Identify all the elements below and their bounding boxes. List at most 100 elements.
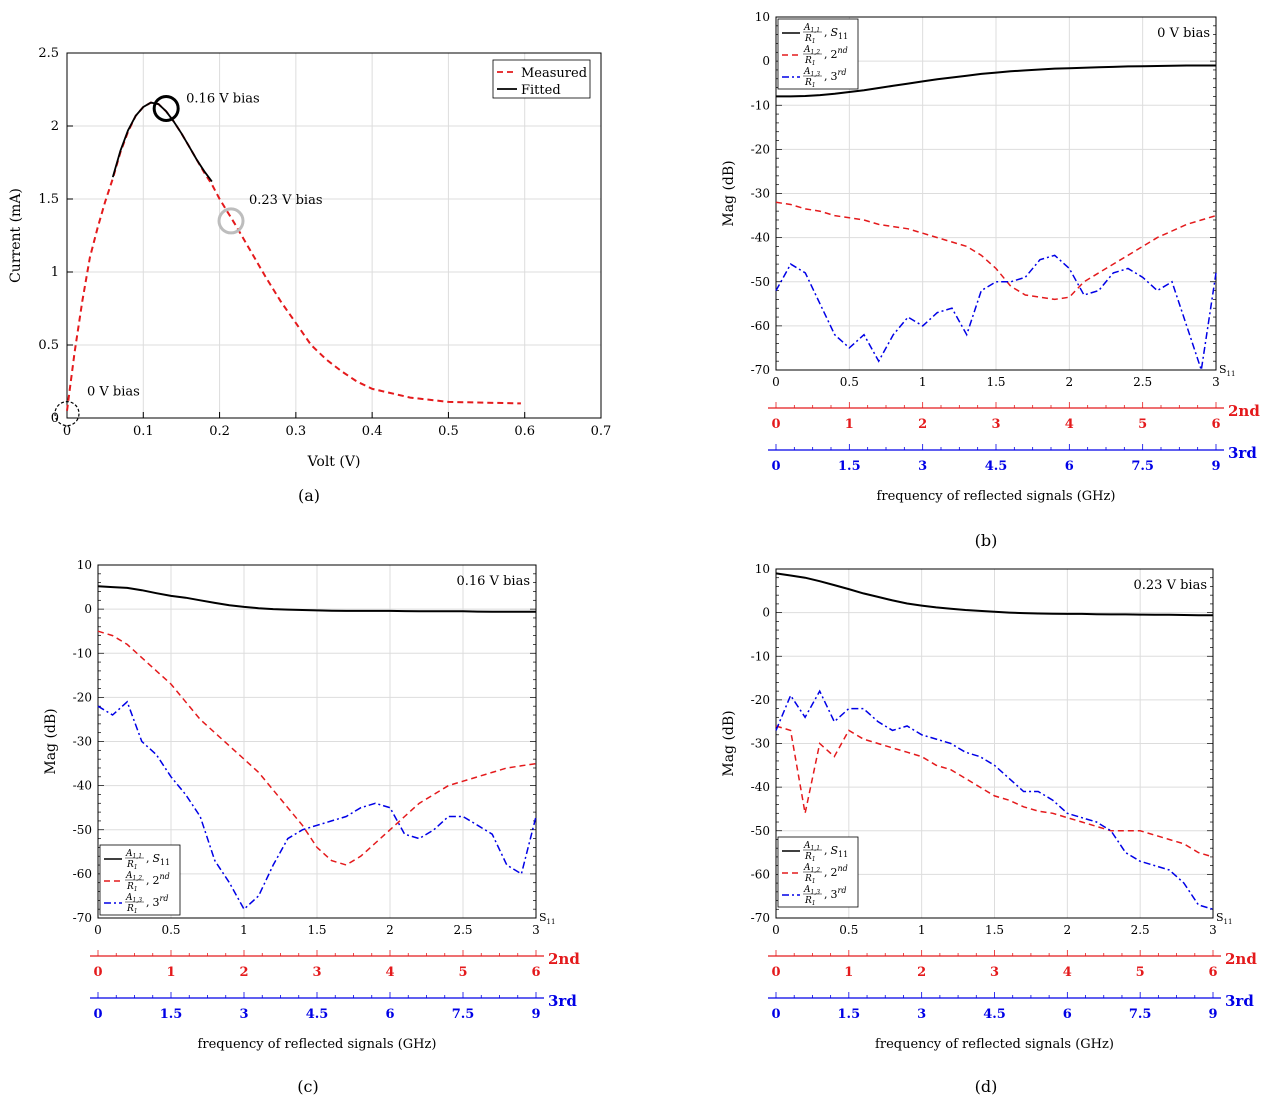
- a-tick-label-x: 0.3: [286, 424, 307, 439]
- label-part: 2nd: [1228, 402, 1260, 420]
- d-tick-label-x: 3: [1209, 923, 1217, 937]
- b-tick-label-y: 0: [762, 54, 770, 68]
- label-part: A: [125, 893, 133, 903]
- c-axis-0-tick-label: 4: [385, 965, 394, 980]
- label-part: 11: [1224, 918, 1233, 926]
- label-part: ,: [146, 852, 150, 865]
- d-legend-label-s11: , S11: [824, 844, 848, 859]
- label-part: 11: [838, 32, 848, 41]
- d-axis-1-tick-label: 0: [771, 1007, 780, 1022]
- c-tick-label-y: 10: [77, 558, 92, 572]
- label-part: 1: [134, 908, 138, 915]
- label-part: 2nd: [548, 950, 580, 968]
- label-part: nd: [160, 872, 170, 881]
- label-part: 3: [831, 70, 838, 83]
- b-ylabel: Mag (dB): [721, 160, 737, 226]
- label-part: 3: [153, 896, 160, 909]
- b-axis-1-tick-label: 4.5: [985, 459, 1008, 474]
- label-part: nd: [838, 46, 848, 55]
- caption-b: (b): [975, 531, 998, 550]
- label-part: ,: [824, 48, 828, 61]
- b-tick-label-x: 3: [1212, 375, 1220, 389]
- b-legend-num: A1,1: [803, 23, 820, 34]
- b-legend-label-second: , 2nd: [824, 46, 848, 61]
- b-axis-0-label: 2nd: [1228, 402, 1260, 420]
- label-part: S: [1216, 911, 1224, 924]
- a-tick-label-y: 1: [51, 265, 59, 280]
- b-axis-0-tick-label: 2: [918, 417, 927, 432]
- label-part: nd: [838, 864, 848, 873]
- label-part: ,: [824, 866, 828, 879]
- d-tick-label-y: 10: [755, 562, 770, 576]
- b-axis-0-tick-label: 4: [1065, 417, 1074, 432]
- label-part: S: [539, 911, 547, 924]
- a-annotation-016v: 0.16 V bias: [186, 91, 260, 106]
- a-tick-label-y: 0.5: [38, 338, 59, 353]
- label-part: R: [126, 882, 134, 892]
- b-tick-label-x: 0.5: [840, 375, 859, 389]
- c-tick-label-y: -60: [73, 867, 92, 881]
- c-axis-0-tick-label: 5: [458, 965, 467, 980]
- b-bias-annotation: 0 V bias: [1157, 26, 1210, 41]
- d-axis-1-tick-label: 4.5: [983, 1007, 1006, 1022]
- b-tick-label-y: -20: [751, 142, 770, 156]
- c-axis-1-tick-label: 0: [93, 1007, 102, 1022]
- c-legend-num: A1,3: [125, 893, 142, 904]
- label-part: ,: [146, 896, 150, 909]
- d-tick-label-y: -40: [751, 780, 770, 794]
- c-axis-0-tick-label: 0: [93, 965, 102, 980]
- label-part: S: [831, 26, 839, 39]
- label-part: 1: [134, 886, 138, 893]
- label-part: 11: [160, 858, 170, 867]
- c-s11-axis-tag: S11: [539, 911, 555, 926]
- label-part: A: [125, 871, 133, 881]
- label-part: 1: [812, 60, 816, 67]
- b-tick-label-x: 0: [772, 375, 780, 389]
- d-tick-label-y: -30: [751, 737, 770, 751]
- label-part: 1: [812, 900, 816, 907]
- d-tick-label-x: 0: [772, 923, 780, 937]
- c-legend-den: R1: [126, 860, 138, 871]
- d-legend-label-second: , 2nd: [824, 864, 848, 879]
- b-axis-1-tick-label: 7.5: [1131, 459, 1154, 474]
- c-tick-label-y: -40: [73, 779, 92, 793]
- b-legend-label-s11: , S11: [824, 26, 848, 41]
- b-tick-label-y: -60: [751, 319, 770, 333]
- label-part: 1,2: [133, 875, 143, 882]
- b-legend-den: R1: [804, 78, 816, 89]
- b-tick-label-y: 10: [755, 10, 770, 24]
- b-legend-label-third: , 3rd: [824, 68, 846, 83]
- d-legend-num: A1,3: [803, 885, 820, 896]
- label-part: A: [803, 23, 811, 33]
- b-tick-label-y: -30: [751, 187, 770, 201]
- caption-d: (d): [975, 1077, 998, 1096]
- b-axis-1-tick-label: 6: [1065, 459, 1074, 474]
- label-part: 11: [1227, 370, 1236, 378]
- c-legend-label-third: , 3rd: [146, 894, 168, 909]
- label-part: A: [803, 885, 811, 895]
- b-tick-label-x: 1: [919, 375, 927, 389]
- c-axis-1-tick-label: 1.5: [160, 1007, 183, 1022]
- a-tick-label-x: 0.2: [209, 424, 230, 439]
- d-axis-0-tick-label: 3: [990, 965, 999, 980]
- label-part: 1,1: [811, 845, 821, 852]
- d-axis-0-tick-label: 4: [1063, 965, 1072, 980]
- a-tick-label-x: 0.5: [438, 424, 459, 439]
- label-part: 3rd: [548, 992, 577, 1010]
- c-frame: [97, 564, 537, 919]
- c-bias-annotation: 0.16 V bias: [457, 574, 531, 589]
- c-legend-label-s11: , S11: [146, 852, 170, 867]
- b-axis-0-tick-label: 1: [845, 417, 854, 432]
- label-part: A: [125, 849, 133, 859]
- b-axis-0-tick-label: 5: [1138, 417, 1147, 432]
- label-part: R: [804, 56, 812, 66]
- d-axis-1-tick-label: 1.5: [838, 1007, 861, 1022]
- label-part: 1,1: [811, 27, 821, 34]
- a-annotation-0v: 0 V bias: [87, 385, 140, 400]
- d-tick-label-y: -10: [751, 649, 770, 663]
- label-part: 3: [831, 888, 838, 901]
- c-tick-label-y: -10: [73, 646, 92, 660]
- d-axis-1-tick-label: 7.5: [1129, 1007, 1152, 1022]
- c-axis-1-label: 3rd: [548, 992, 577, 1010]
- b-legend-num: A1,2: [803, 45, 820, 56]
